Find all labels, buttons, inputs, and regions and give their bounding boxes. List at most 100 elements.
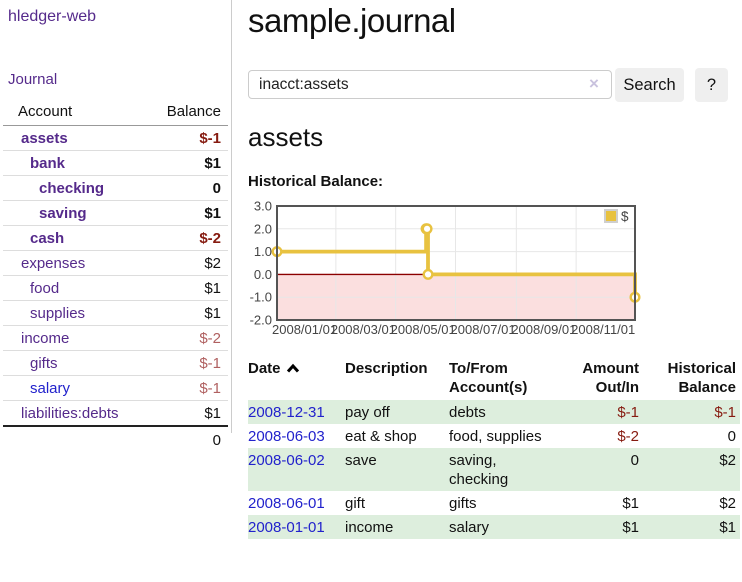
- help-button[interactable]: ?: [695, 68, 728, 102]
- page-title: sample.journal: [248, 2, 456, 39]
- account-balance: $1: [150, 400, 228, 427]
- x-tick-label: 2008/09/01: [511, 322, 576, 337]
- account-row: assets $-1: [3, 125, 228, 151]
- y-tick-label: 0.0: [254, 267, 272, 282]
- search-form: × Search ?: [248, 67, 742, 103]
- main-content: sample.journal × Search ? assets Histori…: [248, 0, 742, 582]
- account-balance: $2: [150, 250, 228, 276]
- account-link[interactable]: food: [30, 280, 60, 297]
- y-tick-label: -1.0: [250, 290, 272, 305]
- account-link[interactable]: salary: [30, 380, 71, 397]
- account-balance: $-1: [150, 375, 228, 401]
- transaction-accounts: debts: [449, 404, 486, 421]
- account-balance: $-2: [150, 325, 228, 351]
- transaction-description: eat & shop: [345, 428, 417, 445]
- historical-balance-chart: $3.0 2.0 1.0 0.0 -1.0 -2.02008/01/012008/03/0…: [250, 199, 641, 337]
- account-row: liabilities:debts $1: [3, 400, 228, 427]
- register-header-description: Description: [345, 360, 428, 377]
- transaction-date-link[interactable]: 2008-06-01: [248, 495, 325, 512]
- x-tick-label: 2008/05/01: [391, 322, 456, 337]
- search-input[interactable]: [248, 70, 612, 99]
- account-link[interactable]: liabilities:debts: [21, 405, 119, 422]
- account-link[interactable]: bank: [30, 155, 66, 172]
- account-row: food $1: [3, 275, 228, 301]
- transaction-balance: $-1: [714, 404, 736, 421]
- transaction-balance: $1: [719, 519, 736, 536]
- sort-ascending-icon: [286, 363, 299, 373]
- transaction-date-link[interactable]: 2008-06-02: [248, 452, 325, 469]
- x-tick-label: 2008/01/01: [272, 322, 337, 337]
- accounts-total-row: 0: [3, 425, 228, 452]
- register-header-accounts: To/From Account(s): [449, 360, 528, 396]
- x-tick-label: 2008/07/01: [451, 322, 516, 337]
- account-row: bank $1: [3, 150, 228, 176]
- register-header-balance: Historical Balance: [667, 360, 736, 396]
- account-row: expenses $2: [3, 250, 228, 276]
- transaction-balance: $2: [719, 495, 736, 512]
- y-tick-label: -2.0: [250, 313, 272, 328]
- account-row: checking 0: [3, 175, 228, 201]
- register-table: Date Description To/From Account(s) Amou…: [248, 356, 740, 539]
- data-point-marker: [421, 223, 433, 235]
- transaction-description: pay off: [345, 404, 390, 421]
- account-link[interactable]: expenses: [21, 255, 86, 272]
- register-row: 2008-06-03 eat & shop food, supplies $-2 0: [248, 424, 740, 448]
- register-row: 2008-06-02 save saving, checking 0 $2: [248, 448, 740, 491]
- app-title-link[interactable]: hledger-web: [8, 8, 97, 25]
- transaction-date-link[interactable]: 2008-12-31: [248, 404, 325, 421]
- account-link[interactable]: checking: [39, 180, 105, 197]
- clear-search-icon[interactable]: ×: [589, 74, 599, 93]
- chart-title: Historical Balance:: [248, 173, 384, 190]
- register-header-date[interactable]: Date: [248, 356, 345, 400]
- account-link[interactable]: assets: [21, 130, 68, 147]
- transaction-accounts: gifts: [449, 495, 477, 512]
- sidebar: hledger-web Journal Account Balance asse…: [0, 0, 232, 452]
- account-heading: assets: [248, 122, 324, 152]
- sidebar-item-journal[interactable]: Journal: [8, 71, 58, 88]
- legend-swatch: [604, 209, 618, 223]
- register-row: 2008-12-31 pay off debts $-1 $-1: [248, 400, 740, 424]
- transaction-amount: $1: [622, 519, 639, 536]
- account-balance: $1: [150, 300, 228, 326]
- accounts-header-account: Account: [3, 100, 151, 126]
- y-tick-label: 2.0: [254, 221, 272, 236]
- y-tick-label: 1.0: [254, 244, 272, 259]
- transaction-accounts: food, supplies: [449, 428, 542, 445]
- accounts-table: Account Balance assets $-1 bank $1 checking 0…: [3, 100, 228, 452]
- register-row: 2008-01-01 income salary $1 $1: [248, 515, 740, 539]
- account-link[interactable]: supplies: [30, 305, 86, 322]
- transaction-amount: $1: [622, 495, 639, 512]
- account-row: salary $-1: [3, 375, 228, 401]
- y-tick-label: 3.0: [254, 199, 272, 214]
- transaction-balance: 0: [727, 428, 736, 445]
- x-tick-label: 2008/11/01: [571, 322, 635, 337]
- transaction-amount: $-1: [617, 404, 639, 421]
- account-balance: $1: [150, 275, 228, 301]
- account-balance: $1: [150, 150, 228, 176]
- account-balance: 0: [150, 175, 228, 201]
- account-balance: $-1: [150, 125, 228, 151]
- account-link[interactable]: income: [21, 330, 70, 347]
- account-link[interactable]: saving: [39, 205, 87, 222]
- account-balance: $-2: [150, 225, 228, 251]
- account-row: gifts $-1: [3, 350, 228, 376]
- transaction-description: gift: [345, 495, 366, 512]
- search-button[interactable]: Search: [615, 68, 684, 102]
- transaction-date-link[interactable]: 2008-01-01: [248, 519, 325, 536]
- account-link[interactable]: cash: [30, 230, 65, 247]
- transaction-balance: $2: [719, 452, 736, 469]
- transaction-amount: 0: [630, 452, 639, 469]
- data-point-marker: [422, 268, 434, 280]
- account-row: saving $1: [3, 200, 228, 226]
- account-row: supplies $1: [3, 300, 228, 326]
- accounts-total: 0: [150, 425, 228, 452]
- account-link[interactable]: gifts: [30, 355, 58, 372]
- transaction-accounts: saving, checking: [449, 452, 509, 488]
- transaction-date-link[interactable]: 2008-06-03: [248, 428, 325, 445]
- account-row: cash $-2: [3, 225, 228, 251]
- account-balance: $-1: [150, 350, 228, 376]
- transaction-description: income: [345, 519, 394, 536]
- account-balance: $1: [150, 200, 228, 226]
- account-row: income $-2: [3, 325, 228, 351]
- plot-border: [276, 205, 636, 321]
